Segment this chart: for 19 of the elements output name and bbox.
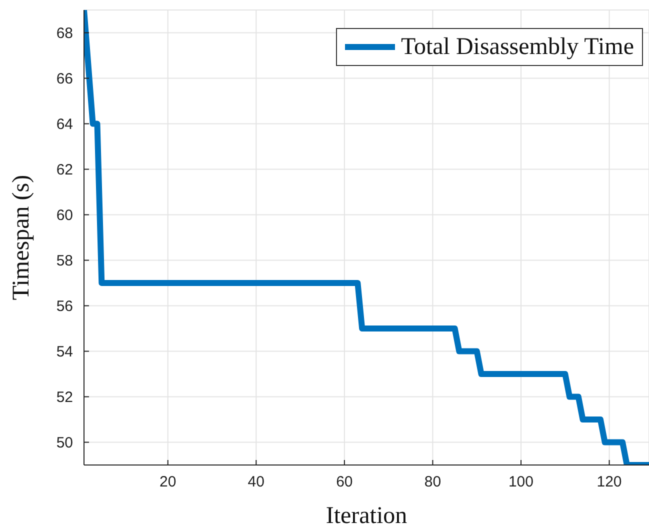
y-tick-label: 50 <box>56 434 73 452</box>
x-tick-label: 120 <box>596 474 622 491</box>
y-tick-label: 54 <box>56 344 73 361</box>
y-tick-label: 52 <box>56 389 73 406</box>
y-axis-title: Timespan (s) <box>8 174 35 300</box>
y-tick-label: 66 <box>56 70 73 88</box>
y-tick-label: 56 <box>56 298 73 316</box>
x-tick-label: 100 <box>508 474 534 491</box>
x-tick-label: 20 <box>160 474 176 491</box>
y-tick-label: 64 <box>56 116 73 134</box>
x-tick-label: 60 <box>336 474 353 491</box>
x-axis-title: Iteration <box>326 503 408 529</box>
legend-label: Total Disassembly Time <box>400 33 634 62</box>
x-tick-label: 80 <box>424 474 442 491</box>
y-tick-label: 60 <box>56 207 73 224</box>
y-tick-label: 68 <box>56 25 73 42</box>
y-tick-label: 62 <box>56 162 73 179</box>
y-tick-label: 58 <box>56 252 73 270</box>
x-tick-label: 40 <box>248 474 264 491</box>
